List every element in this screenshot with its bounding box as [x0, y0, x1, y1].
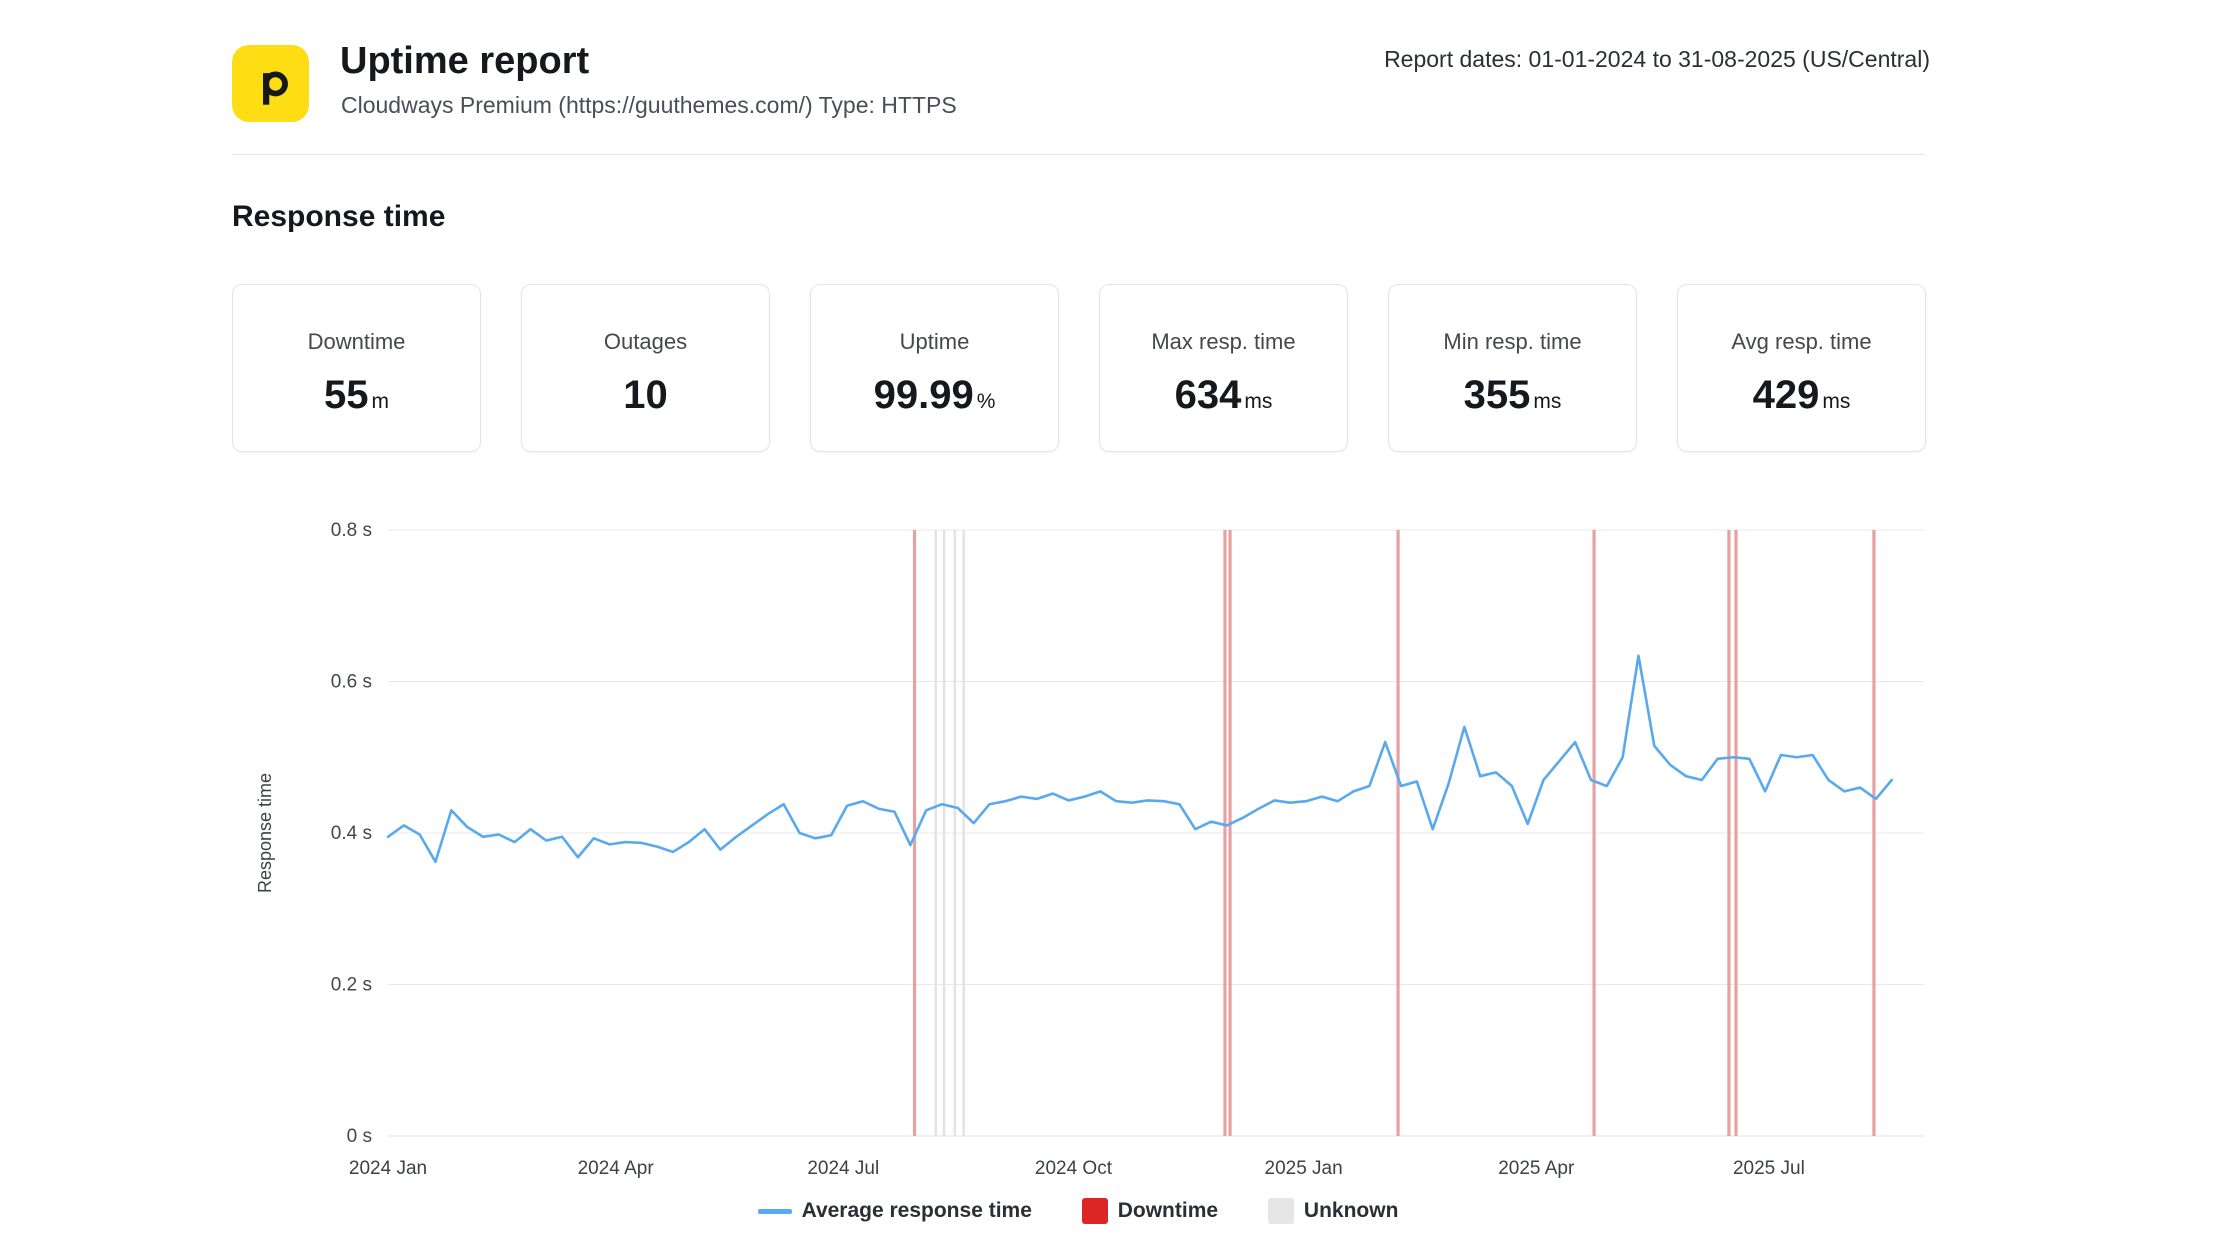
svg-text:0.6 s: 0.6 s — [331, 672, 372, 693]
svg-text:0.2 s: 0.2 s — [331, 975, 372, 996]
svg-text:2025 Jan: 2025 Jan — [1265, 1158, 1343, 1179]
svg-text:0.4 s: 0.4 s — [331, 823, 372, 844]
svg-text:2024 Jul: 2024 Jul — [807, 1158, 879, 1179]
svg-text:0.8 s: 0.8 s — [331, 520, 372, 541]
svg-text:2025 Apr: 2025 Apr — [1498, 1158, 1575, 1179]
svg-text:0 s: 0 s — [347, 1126, 372, 1147]
svg-text:2024 Apr: 2024 Apr — [578, 1158, 655, 1179]
svg-text:2024 Oct: 2024 Oct — [1035, 1158, 1113, 1179]
svg-text:2025 Jul: 2025 Jul — [1733, 1158, 1805, 1179]
svg-text:Response time: Response time — [255, 773, 275, 893]
svg-text:2024 Jan: 2024 Jan — [349, 1158, 427, 1179]
